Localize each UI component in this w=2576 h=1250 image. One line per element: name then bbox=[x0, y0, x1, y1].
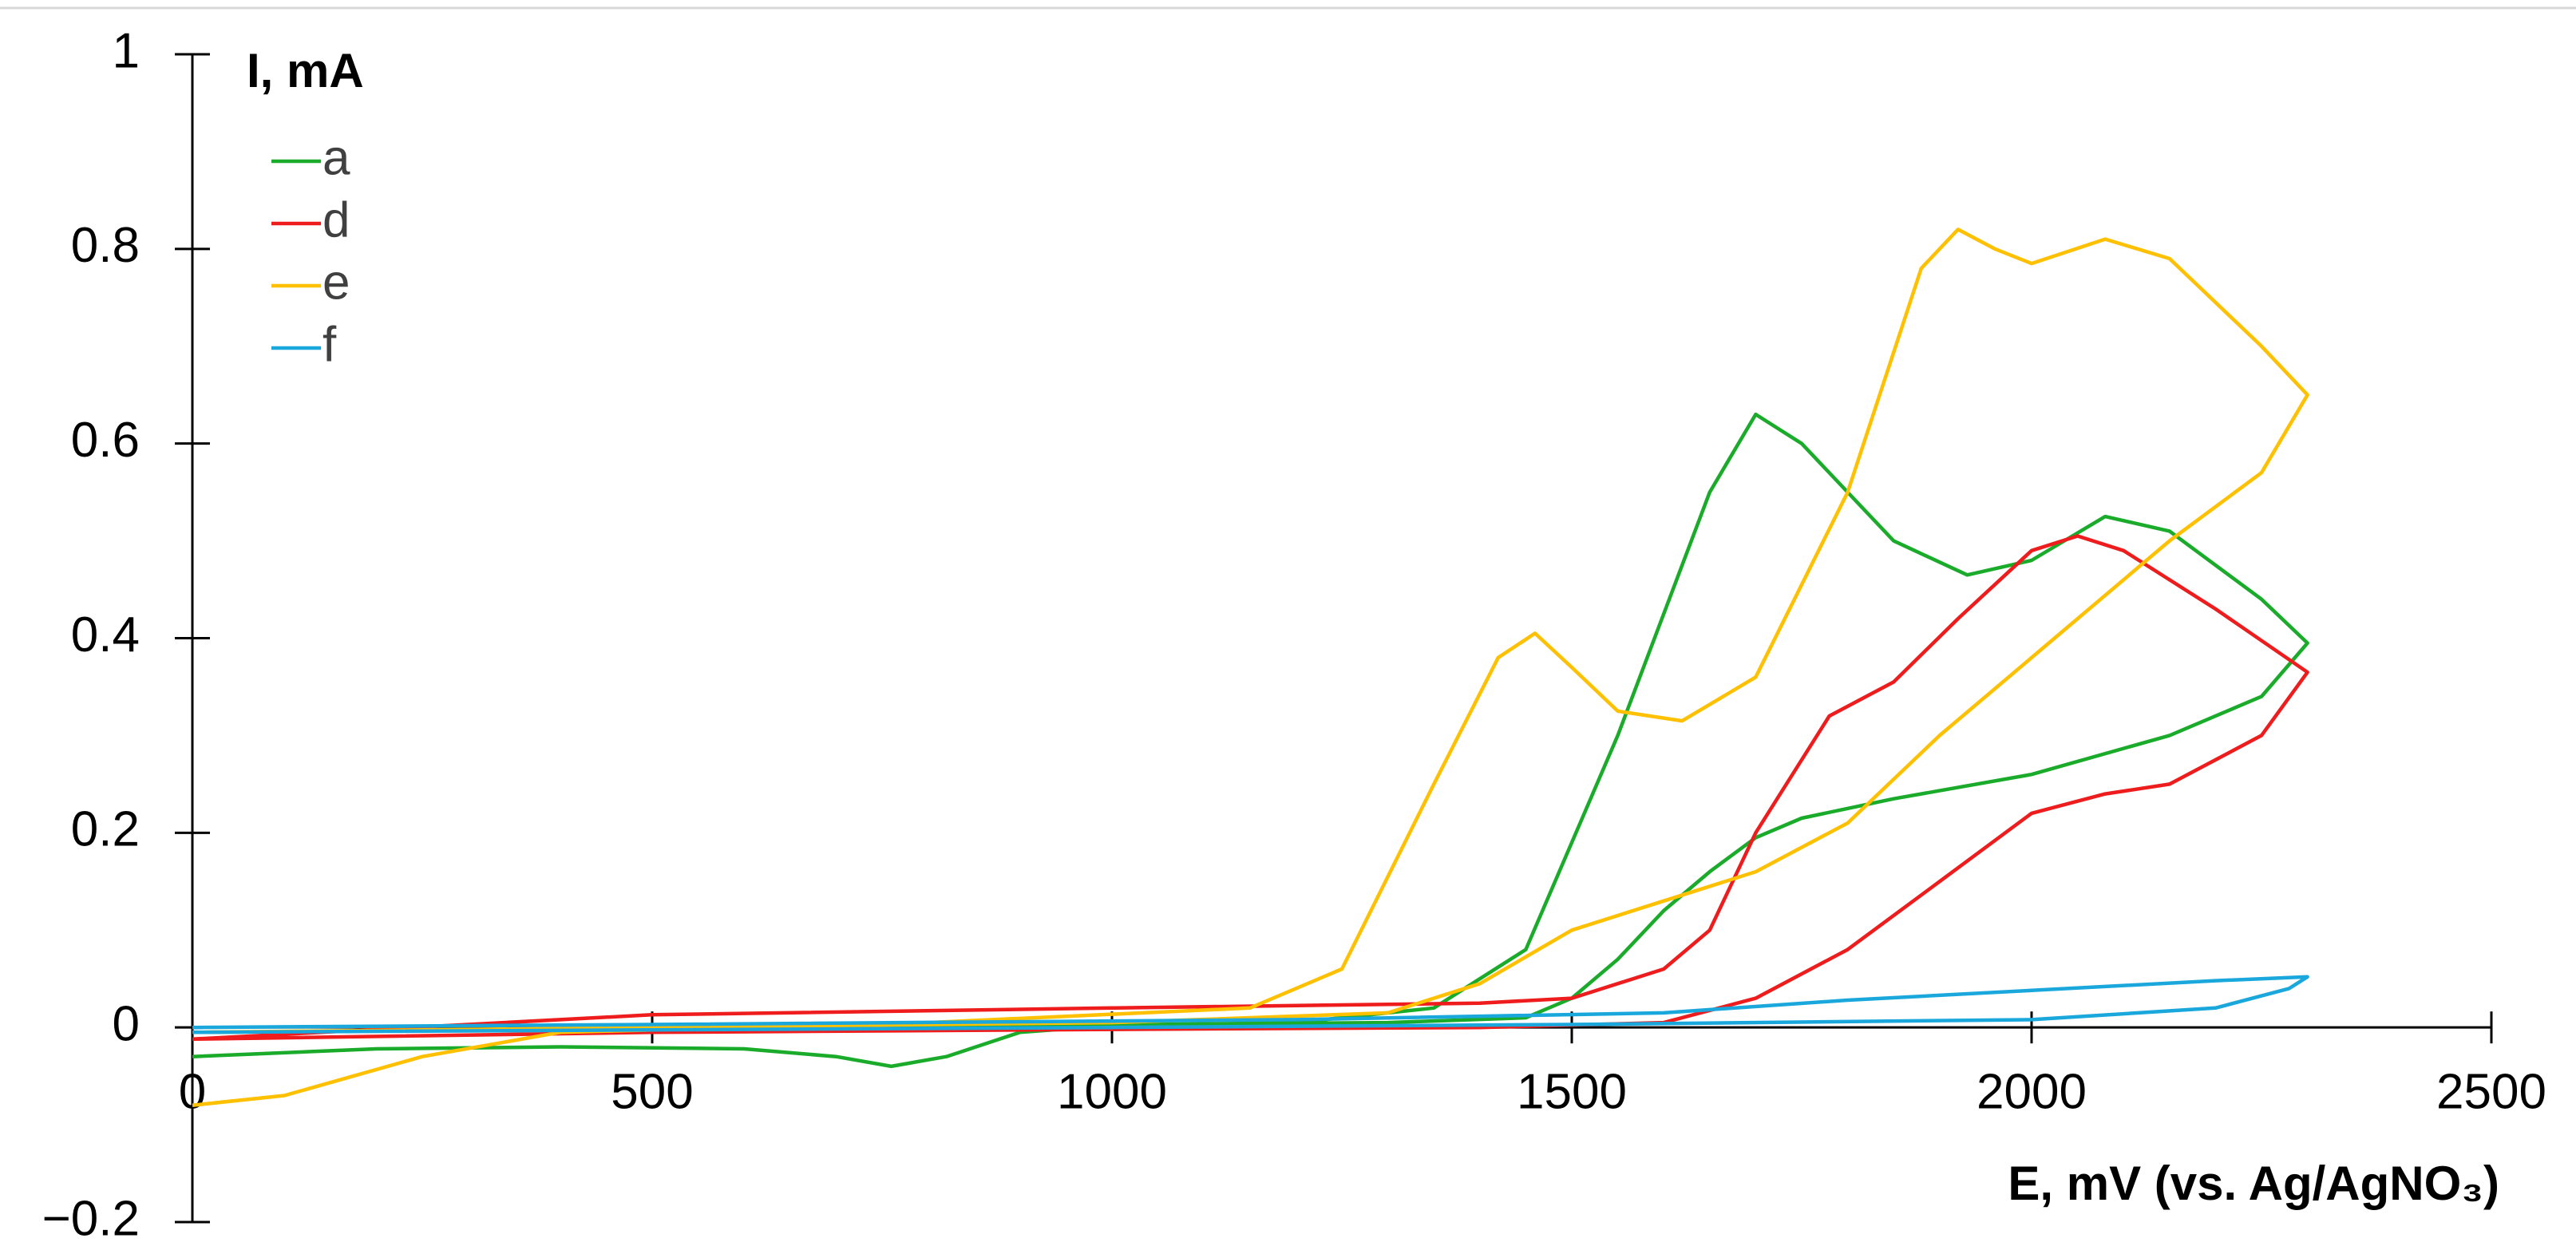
x-tick-label: 0 bbox=[179, 1064, 206, 1119]
legend-label: e bbox=[322, 255, 350, 310]
series-line bbox=[192, 227, 2309, 1107]
series-line bbox=[192, 975, 2309, 1034]
y-axis-title: I, mA bbox=[247, 44, 364, 97]
series-line bbox=[192, 534, 2309, 1042]
y-tick-label: 0.6 bbox=[71, 413, 140, 468]
legend-label: a bbox=[322, 130, 350, 185]
x-tick-label: 2500 bbox=[2436, 1064, 2546, 1119]
series-line bbox=[192, 412, 2309, 1069]
x-tick-label: 1500 bbox=[1517, 1064, 1627, 1119]
y-tick-label: 0.4 bbox=[71, 607, 140, 663]
y-tick-label: 0.8 bbox=[71, 218, 140, 273]
x-tick-label: 2000 bbox=[1977, 1064, 2087, 1119]
y-tick-label: 0.2 bbox=[71, 802, 140, 857]
y-tick-label: 1 bbox=[113, 23, 140, 78]
x-tick-label: 1000 bbox=[1057, 1064, 1167, 1119]
y-tick-label: 0 bbox=[113, 997, 140, 1052]
x-axis-title: E, mV (vs. Ag/AgNO₃) bbox=[2008, 1157, 2499, 1210]
legend-label: d bbox=[322, 192, 350, 247]
y-tick-label: −0.2 bbox=[42, 1191, 140, 1246]
x-tick-label: 500 bbox=[611, 1064, 693, 1119]
legend-label: f bbox=[322, 317, 337, 372]
